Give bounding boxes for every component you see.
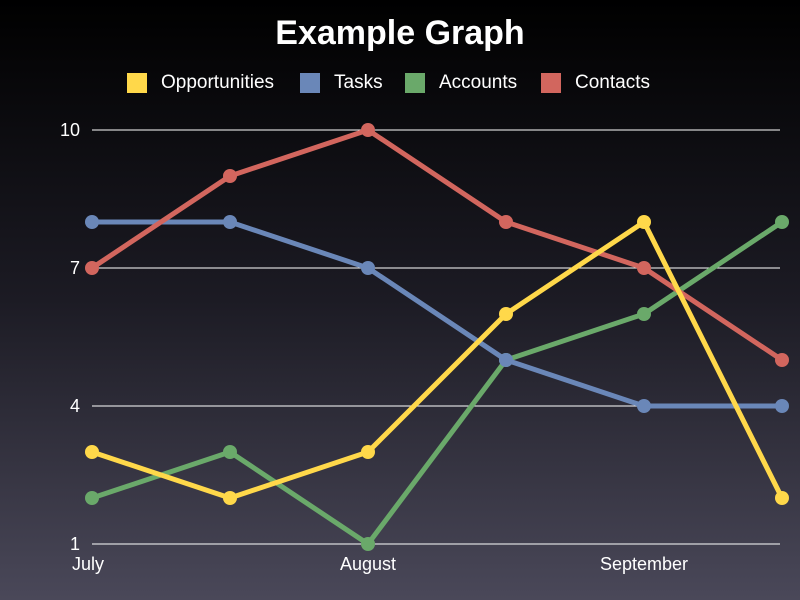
series-line-accounts	[89, 219, 785, 547]
legend-label-opportunities: Opportunities	[161, 72, 275, 93]
legend-label-accounts: Accounts	[439, 72, 518, 93]
data-point-opportunities-3	[499, 307, 513, 321]
x-tick-label-july: July	[72, 554, 104, 574]
legend-item-contacts: Contacts	[541, 72, 650, 94]
legend: Opportunities Tasks Accounts Contacts	[0, 72, 800, 96]
data-point-accounts-2	[361, 537, 375, 551]
y-tick-label-10: 10	[60, 120, 80, 140]
data-point-opportunities-5	[775, 491, 789, 505]
data-point-tasks-3	[499, 353, 513, 367]
data-point-tasks-5	[775, 399, 789, 413]
data-point-tasks-4	[637, 399, 651, 413]
legend-swatch-opportunities	[127, 73, 147, 93]
data-point-opportunities-0	[85, 445, 99, 459]
series-line-contacts	[89, 127, 785, 363]
y-tick-label-1: 1	[70, 534, 80, 554]
data-point-contacts-3	[499, 215, 513, 229]
data-point-tasks-1	[223, 215, 237, 229]
x-tick-label-september: September	[600, 554, 688, 574]
legend-swatch-contacts	[541, 73, 561, 93]
series-line-tasks	[89, 219, 785, 409]
data-point-contacts-2	[361, 123, 375, 137]
data-point-tasks-2	[361, 261, 375, 275]
series-line-opportunities	[89, 219, 785, 501]
legend-swatch-tasks	[300, 73, 320, 93]
legend-item-tasks: Tasks	[300, 72, 383, 94]
data-point-accounts-5	[775, 215, 789, 229]
data-point-contacts-5	[775, 353, 789, 367]
data-point-contacts-0	[85, 261, 99, 275]
data-point-opportunities-1	[223, 491, 237, 505]
x-tick-label-august: August	[340, 554, 396, 574]
data-point-accounts-4	[637, 307, 651, 321]
data-point-accounts-1	[223, 445, 237, 459]
legend-item-accounts: Accounts	[405, 72, 517, 94]
legend-label-tasks: Tasks	[334, 72, 383, 93]
chart-title: Example Graph	[275, 14, 525, 52]
legend-label-contacts: Contacts	[575, 72, 650, 93]
data-point-contacts-1	[223, 169, 237, 183]
data-point-opportunities-4	[637, 215, 651, 229]
data-point-tasks-0	[85, 215, 99, 229]
data-point-contacts-4	[637, 261, 651, 275]
y-tick-label-4: 4	[70, 396, 80, 416]
y-tick-label-7: 7	[70, 258, 80, 278]
data-point-accounts-0	[85, 491, 99, 505]
data-point-opportunities-2	[361, 445, 375, 459]
legend-swatch-accounts	[405, 73, 425, 93]
legend-item-opportunities: Opportunities	[127, 72, 274, 94]
